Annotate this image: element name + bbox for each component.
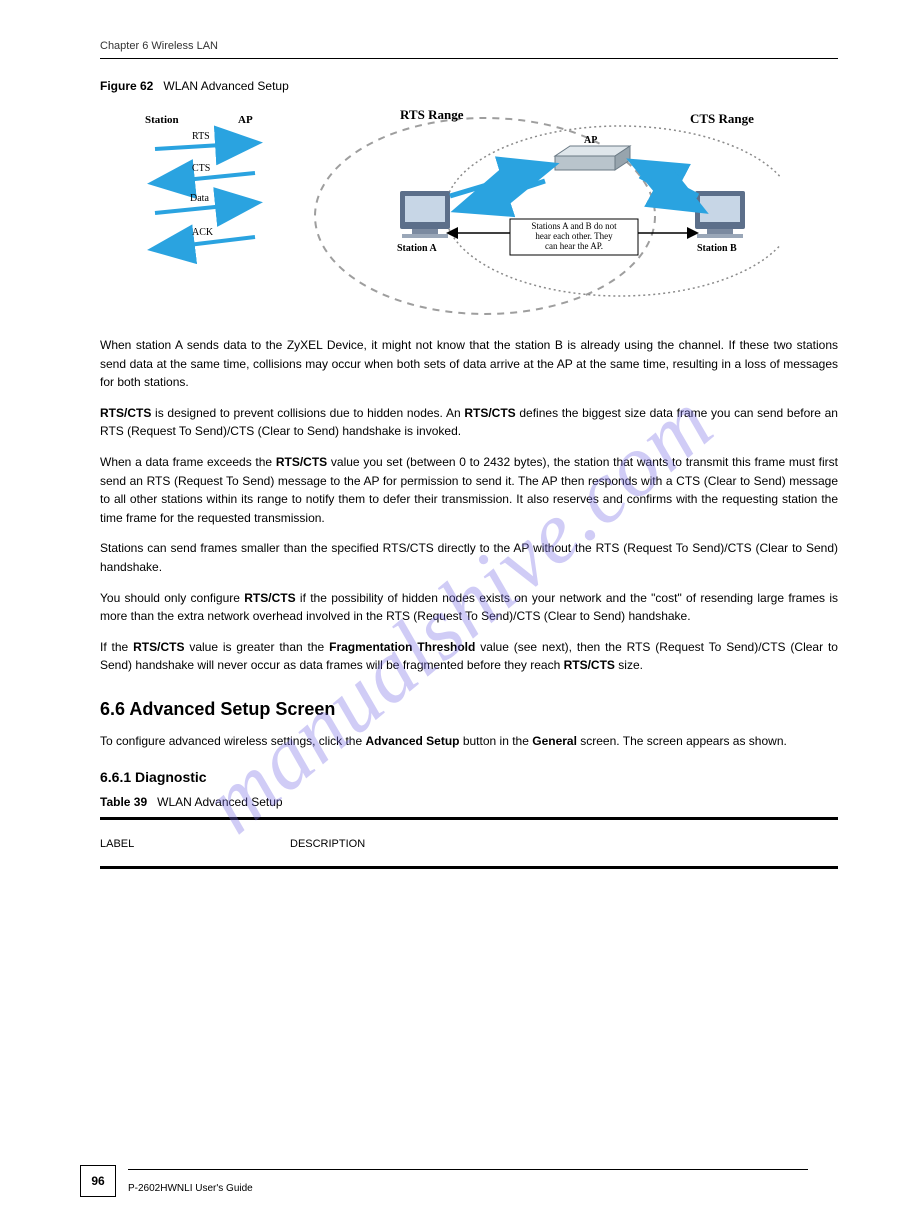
page-number: 96 [80, 1165, 116, 1197]
table-top-rule [100, 817, 838, 820]
table-header-row: LABEL DESCRIPTION [100, 828, 838, 858]
arrow-rts [155, 143, 255, 149]
label-ack: ACK [192, 227, 214, 238]
para7-bold-b: Advanced Setup [365, 734, 459, 748]
label-rts: RTS [192, 131, 210, 142]
para-6: If the RTS/CTS value is greater than the… [100, 638, 838, 675]
para3-span-a: When a data frame exceeds the [100, 455, 276, 469]
arrow-data [155, 203, 255, 213]
page-header: Chapter 6 Wireless LAN [100, 40, 838, 52]
arrow-ack [155, 237, 255, 249]
para6-span-g: size. [615, 658, 643, 672]
para6-bold-f: RTS/CTS [564, 658, 615, 672]
label-ap-device: AP [584, 135, 597, 146]
para2-span-b: is designed to prevent collisions due to… [151, 406, 464, 420]
page-footer: 96 P-2602HWNLI User's Guide [80, 1165, 808, 1197]
footer-rule [128, 1169, 808, 1170]
para2-bold-a: RTS/CTS [100, 406, 151, 420]
para7-span-e: screen. The screen appears as shown. [580, 734, 787, 748]
label-cts-range: CTS Range [690, 111, 754, 126]
para6-bold-d: Fragmentation Threshold [329, 640, 475, 654]
ap-device-icon [555, 146, 630, 170]
section-heading: 6.6 Advanced Setup Screen [100, 699, 838, 720]
figure-caption-label: Figure 62 [100, 79, 153, 93]
para7-span-a: To configure advanced wireless settings,… [100, 734, 365, 748]
arrow-a-to-ap [450, 166, 550, 196]
footer-guide-text: P-2602HWNLI User's Guide [128, 1183, 253, 1194]
label-rts-range: RTS Range [400, 107, 464, 122]
para7-span-c: button in the [460, 734, 533, 748]
label-station-b: Station B [697, 243, 737, 254]
station-b-icon [695, 191, 745, 238]
note-line3: can hear the AP. [545, 241, 603, 251]
para5-bold-b: RTS/CTS [244, 591, 295, 605]
para5-span-a: You should only configure [100, 591, 244, 605]
table-caption-text: WLAN Advanced Setup [157, 795, 282, 809]
figure-diagram: Station AP RTS CTS Data ACK RTS Range CT… [100, 101, 780, 321]
figure-caption-text: WLAN Advanced Setup [163, 79, 288, 93]
para-2: RTS/CTS is designed to prevent collision… [100, 404, 838, 441]
para6-span-a: If the [100, 640, 133, 654]
subsection-heading: 6.6.1 Diagnostic [100, 769, 838, 785]
label-station-a: Station A [397, 243, 438, 254]
arrow-cts [155, 173, 255, 183]
para-3: When a data frame exceeds the RTS/CTS va… [100, 453, 838, 527]
para3-bold-b: RTS/CTS [276, 455, 327, 469]
para6-bold-b: RTS/CTS [133, 640, 184, 654]
table-col-description: DESCRIPTION [290, 838, 838, 850]
para-4: Stations can send frames smaller than th… [100, 539, 838, 576]
figure-caption: Figure 62 WLAN Advanced Setup [100, 79, 838, 93]
note-line2: hear each other. They [535, 231, 613, 241]
label-station: Station [145, 114, 179, 126]
station-a-icon [400, 191, 450, 238]
para-5: You should only configure RTS/CTS if the… [100, 589, 838, 626]
table-bottom-rule [100, 866, 838, 869]
para-7: To configure advanced wireless settings,… [100, 732, 838, 751]
para6-span-c: value is greater than the [184, 640, 329, 654]
header-rule [100, 58, 838, 59]
arrow-ap-to-a [460, 181, 545, 209]
label-cts: CTS [192, 163, 210, 174]
table-caption: Table 39 WLAN Advanced Setup [100, 795, 838, 809]
para7-bold-d: General [532, 734, 580, 748]
para2-bold-c: RTS/CTS [464, 406, 515, 420]
table-col-label: LABEL [100, 838, 290, 850]
para-1: When station A sends data to the ZyXEL D… [100, 336, 838, 392]
label-ap-top: AP [238, 114, 253, 126]
note-line1: Stations A and B do not [531, 221, 617, 231]
table-caption-label: Table 39 [100, 795, 147, 809]
label-data: Data [190, 193, 209, 204]
